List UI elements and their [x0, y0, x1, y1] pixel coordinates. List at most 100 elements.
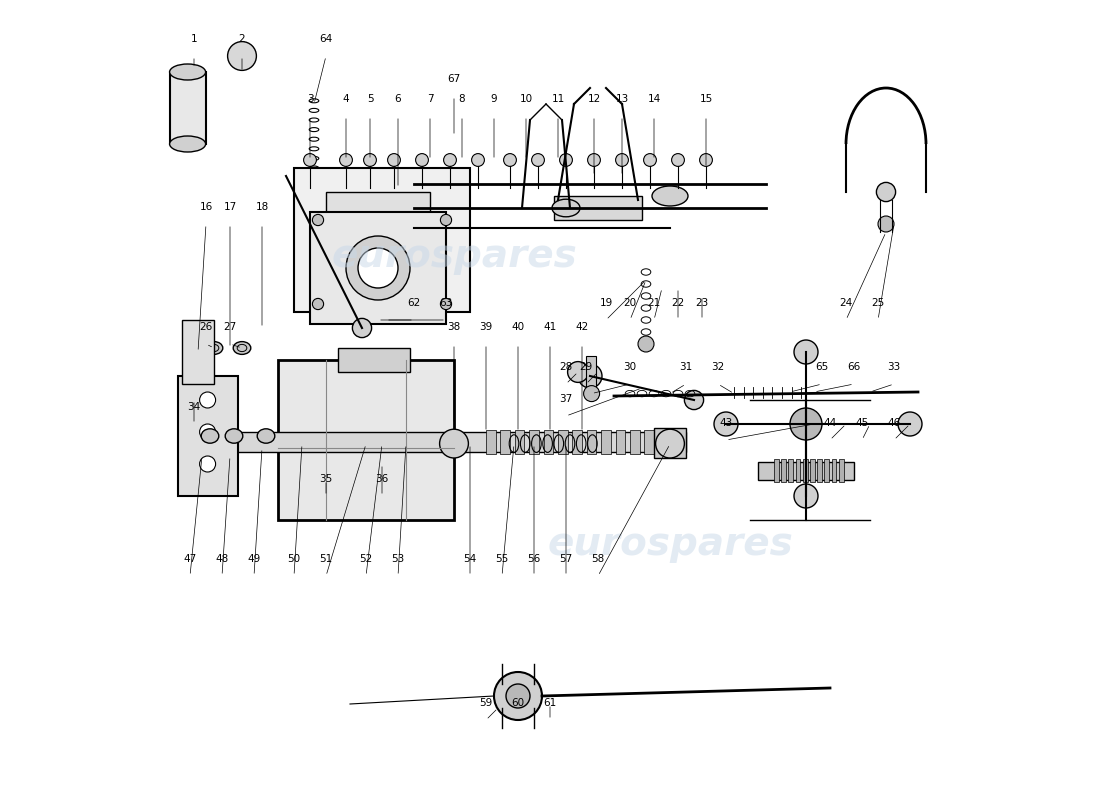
Bar [182, 320, 214, 384]
Text: 1: 1 [190, 34, 197, 44]
Circle shape [878, 216, 894, 232]
Bar [529, 430, 539, 454]
Text: 44: 44 [824, 418, 837, 428]
Bar [586, 430, 596, 454]
Ellipse shape [233, 342, 251, 354]
Text: 51: 51 [319, 554, 332, 564]
Bar [810, 459, 815, 482]
Circle shape [358, 248, 398, 288]
Circle shape [352, 318, 372, 338]
Circle shape [568, 362, 588, 382]
Bar [366, 244, 382, 284]
Text: 30: 30 [624, 362, 637, 372]
Ellipse shape [552, 199, 580, 217]
Text: 61: 61 [543, 698, 557, 708]
Text: 47: 47 [184, 554, 197, 564]
Text: 10: 10 [519, 94, 532, 104]
Bar [543, 430, 553, 454]
Text: 67: 67 [448, 74, 461, 84]
Ellipse shape [226, 429, 243, 443]
Bar [645, 430, 654, 454]
Circle shape [616, 154, 628, 166]
Text: 4: 4 [343, 94, 350, 104]
Ellipse shape [169, 136, 206, 152]
Circle shape [472, 154, 484, 166]
Circle shape [714, 412, 738, 436]
Bar [572, 430, 582, 454]
Ellipse shape [201, 429, 219, 443]
Text: 36: 36 [375, 474, 388, 484]
Text: 29: 29 [580, 362, 593, 372]
Text: 12: 12 [587, 94, 601, 104]
Circle shape [312, 298, 323, 310]
Text: 50: 50 [287, 554, 300, 564]
Circle shape [638, 336, 654, 352]
Text: 17: 17 [223, 202, 236, 212]
Circle shape [877, 182, 895, 202]
Text: 54: 54 [463, 554, 476, 564]
Text: 49: 49 [248, 554, 261, 564]
Text: 32: 32 [712, 362, 725, 372]
Circle shape [304, 154, 317, 166]
Text: 16: 16 [199, 202, 212, 212]
Circle shape [700, 154, 713, 166]
Text: 21: 21 [648, 298, 661, 308]
Text: 39: 39 [480, 322, 493, 332]
Bar [500, 430, 510, 454]
Text: 59: 59 [480, 698, 493, 708]
Text: 40: 40 [512, 322, 525, 332]
Text: 2: 2 [239, 34, 245, 44]
Circle shape [898, 412, 922, 436]
Circle shape [199, 456, 216, 472]
Circle shape [494, 672, 542, 720]
Text: 62: 62 [407, 298, 420, 308]
Text: 56: 56 [527, 554, 540, 564]
Ellipse shape [257, 429, 275, 443]
Text: 8: 8 [459, 94, 465, 104]
Circle shape [584, 386, 600, 402]
Circle shape [794, 340, 818, 364]
Circle shape [587, 154, 601, 166]
Text: 15: 15 [700, 94, 713, 104]
Bar [795, 459, 801, 482]
Circle shape [199, 392, 216, 408]
Circle shape [440, 429, 469, 458]
Text: 33: 33 [888, 362, 901, 372]
Circle shape [794, 484, 818, 508]
Text: 7: 7 [427, 94, 433, 104]
Circle shape [531, 154, 544, 166]
Text: 24: 24 [839, 298, 853, 308]
Text: 35: 35 [319, 474, 332, 484]
Bar [334, 244, 350, 284]
Circle shape [443, 154, 456, 166]
Text: 22: 22 [671, 298, 684, 308]
Bar [839, 459, 844, 482]
Bar [278, 360, 454, 520]
Bar [334, 256, 406, 268]
Circle shape [684, 390, 704, 410]
Text: 52: 52 [360, 554, 373, 564]
Bar [190, 432, 686, 452]
Circle shape [346, 236, 410, 300]
Bar [758, 462, 854, 480]
Text: 53: 53 [392, 554, 405, 564]
Text: 13: 13 [615, 94, 628, 104]
Circle shape [364, 154, 376, 166]
Text: 64: 64 [319, 34, 332, 44]
Circle shape [312, 214, 323, 226]
Bar [602, 430, 610, 454]
Bar [554, 196, 642, 220]
Text: 48: 48 [216, 554, 229, 564]
Text: 3: 3 [307, 94, 314, 104]
Bar [586, 356, 595, 388]
Text: 65: 65 [815, 362, 828, 372]
Circle shape [340, 154, 352, 166]
Circle shape [506, 684, 530, 708]
Circle shape [440, 214, 452, 226]
Text: 31: 31 [680, 362, 693, 372]
Text: eurospares: eurospares [547, 525, 793, 563]
Bar [774, 459, 779, 482]
Circle shape [672, 154, 684, 166]
Circle shape [790, 408, 822, 440]
Circle shape [387, 154, 400, 166]
